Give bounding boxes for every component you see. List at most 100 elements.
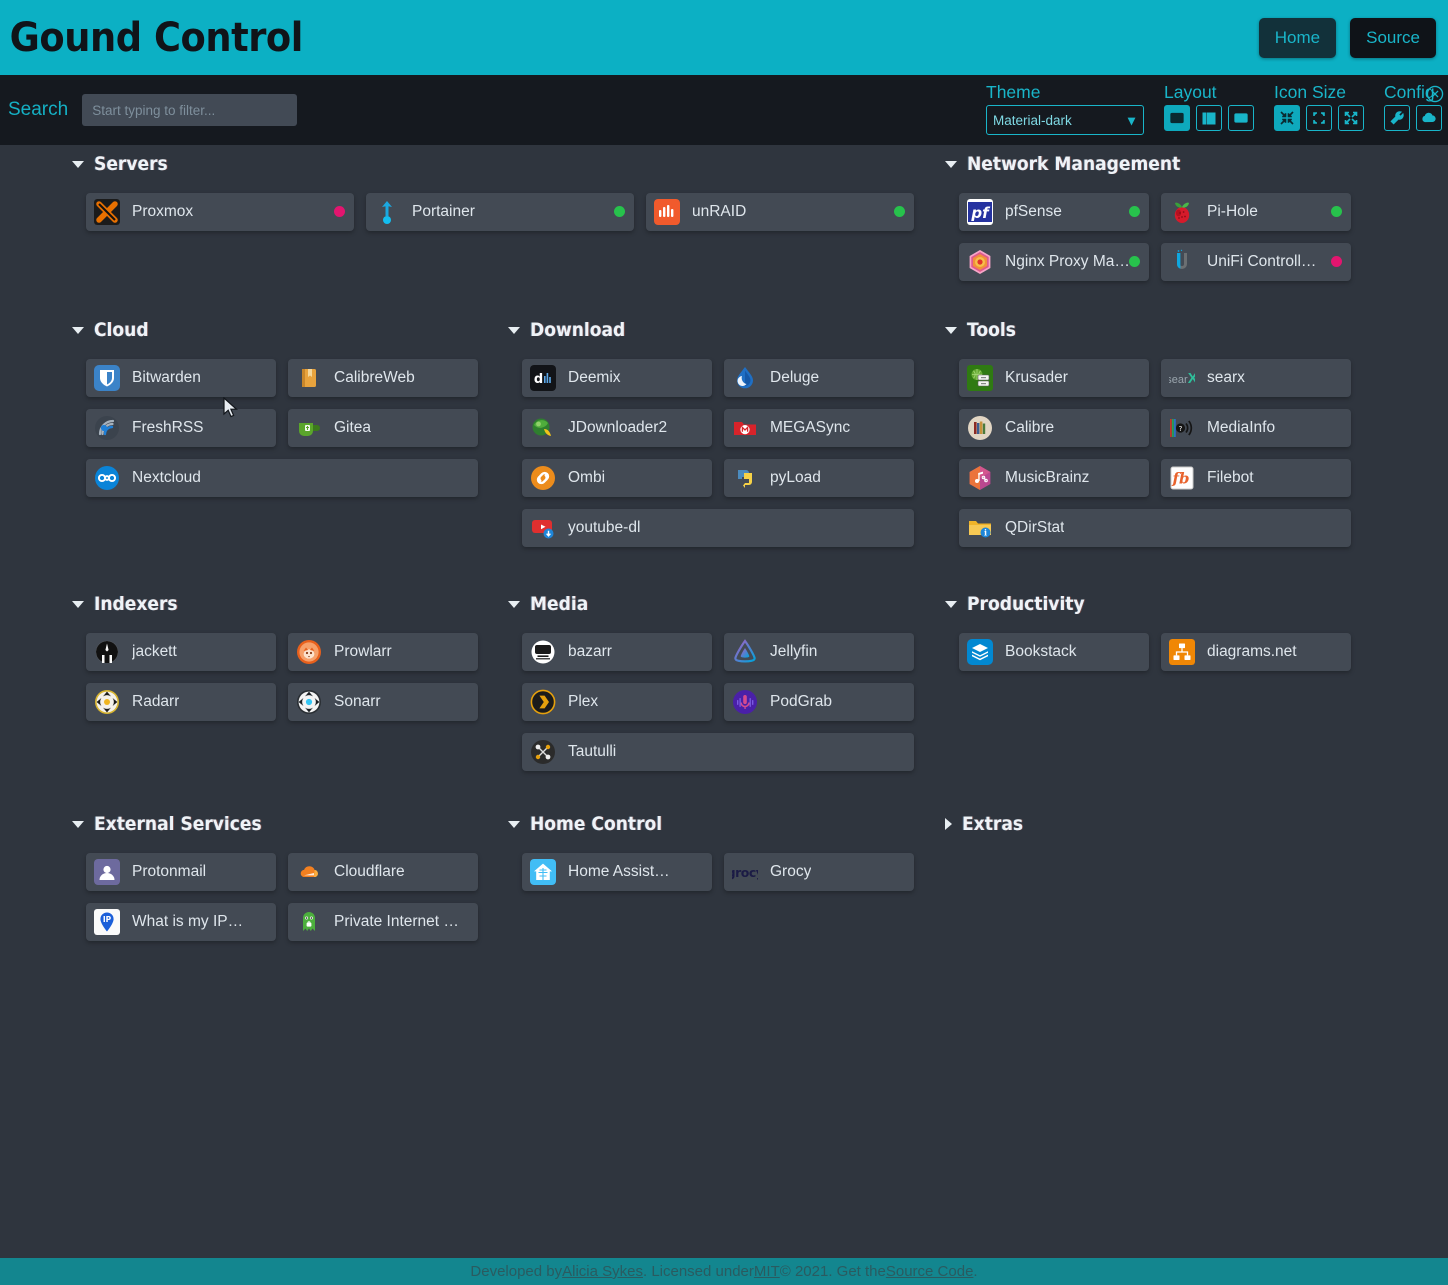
chevron-down-icon[interactable] — [508, 820, 520, 828]
section-header[interactable]: Network Management — [945, 153, 1365, 175]
section-header[interactable]: Download — [508, 319, 928, 341]
chevron-down-icon[interactable] — [72, 160, 84, 168]
tile-list: Bookstack diagrams.net — [935, 633, 1365, 671]
tile-label: Prowlarr — [334, 643, 392, 660]
tile-item[interactable]: Bookstack — [959, 633, 1149, 671]
chevron-down-icon[interactable] — [508, 600, 520, 608]
tile-item[interactable]: Calibre — [959, 409, 1149, 447]
chevron-down-icon[interactable] — [72, 326, 84, 334]
layout-grid-icon[interactable] — [1164, 105, 1190, 131]
tile-item[interactable]: Bitwarden — [86, 359, 276, 397]
tile-item[interactable]: UniFi Controll… — [1161, 243, 1351, 281]
tile-item[interactable]: grocy Grocy — [724, 853, 914, 891]
tile-list: Krusader searX searx Calibre ? MediaInfo Music… — [935, 359, 1365, 547]
tile-item[interactable]: MEGASync — [724, 409, 914, 447]
icon-size-medium-icon[interactable] — [1306, 105, 1332, 131]
wrench-icon[interactable] — [1384, 105, 1410, 131]
search-label: Search — [8, 99, 69, 120]
search-input[interactable] — [82, 94, 298, 126]
proxmox-icon — [94, 199, 120, 225]
footer-license-link[interactable]: MIT — [753, 1263, 780, 1280]
tile-item[interactable]: Radarr — [86, 683, 276, 721]
tile-item[interactable]: CalibreWeb — [288, 359, 478, 397]
tile-item[interactable]: fb Filebot — [1161, 459, 1351, 497]
tile-item[interactable]: Protonmail — [86, 853, 276, 891]
tile-item[interactable]: Portainer — [366, 193, 634, 231]
tile-item[interactable]: Plex — [522, 683, 712, 721]
icon-size-small-icon[interactable] — [1274, 105, 1300, 131]
tile-item[interactable]: IP What is my IP… — [86, 903, 276, 941]
status-badge — [1331, 206, 1342, 217]
tile-item[interactable]: Cloudflare — [288, 853, 478, 891]
section-header[interactable]: Productivity — [945, 593, 1365, 615]
section-header[interactable]: Extras — [945, 813, 1365, 835]
tile-item[interactable]: Sonarr — [288, 683, 478, 721]
close-icon[interactable] — [1426, 85, 1444, 103]
chevron-down-icon[interactable] — [945, 326, 957, 334]
chevron-down-icon[interactable] — [945, 600, 957, 608]
footer-author-link[interactable]: Alicia Sykes — [562, 1263, 643, 1280]
section-header[interactable]: Cloud — [72, 319, 492, 341]
tile-item[interactable]: youtube-dl — [522, 509, 914, 547]
cloud-upload-icon[interactable] — [1416, 105, 1442, 131]
tile-item[interactable]: jackett — [86, 633, 276, 671]
tile-item[interactable]: Nextcloud — [86, 459, 478, 497]
tile-item[interactable]: ? MediaInfo — [1161, 409, 1351, 447]
chevron-down-icon[interactable] — [72, 600, 84, 608]
tile-item[interactable]: unRAID — [646, 193, 914, 231]
tile-label: youtube-dl — [568, 519, 641, 536]
tile-item[interactable]: JDownloader2 — [522, 409, 712, 447]
tile-item[interactable]: bazarr — [522, 633, 712, 671]
tile-item[interactable]: Pi-Hole — [1161, 193, 1351, 231]
section-header[interactable]: Media — [508, 593, 928, 615]
icon-size-large-icon[interactable] — [1338, 105, 1364, 131]
tile-item[interactable]: FreshRSS — [86, 409, 276, 447]
tile-item[interactable]: Nginx Proxy Ma… — [959, 243, 1149, 281]
pihole-icon — [1169, 199, 1195, 225]
footer-source-link[interactable]: Source Code — [885, 1263, 974, 1280]
tile-item[interactable]: MusicBrainz — [959, 459, 1149, 497]
layout-list-icon[interactable] — [1196, 105, 1222, 131]
section-header[interactable]: Home Control — [508, 813, 928, 835]
section-header[interactable]: Tools — [945, 319, 1365, 341]
tile-item[interactable]: Krusader — [959, 359, 1149, 397]
tile-label: Nextcloud — [132, 469, 201, 486]
chevron-down-icon[interactable] — [72, 820, 84, 828]
tile-item[interactable]: Home Assist… — [522, 853, 712, 891]
chevron-right-icon[interactable] — [945, 818, 952, 830]
tile-item[interactable]: Prowlarr — [288, 633, 478, 671]
theme-select[interactable]: Material-dark — [986, 105, 1144, 135]
section-header[interactable]: Servers — [72, 153, 942, 175]
chevron-down-icon[interactable] — [508, 326, 520, 334]
tile-item[interactable]: Ombi — [522, 459, 712, 497]
tile-item[interactable]: PodGrab — [724, 683, 914, 721]
footer-mid: . Licensed under — [642, 1263, 754, 1280]
protonmail-icon — [94, 859, 120, 885]
tile-item[interactable]: Proxmox — [86, 193, 354, 231]
layout-sidebar-icon[interactable] — [1228, 105, 1254, 131]
tile-item[interactable]: Jellyfin — [724, 633, 914, 671]
tile-item[interactable]: searX searx — [1161, 359, 1351, 397]
config-buttons — [1384, 105, 1442, 131]
config-group: Config — [1384, 83, 1442, 131]
section-header[interactable]: Indexers — [72, 593, 492, 615]
nav-source-button[interactable]: Source — [1350, 17, 1436, 58]
tile-item[interactable]: Tautulli — [522, 733, 914, 771]
nav-home-button[interactable]: Home — [1258, 17, 1337, 58]
section-cloud: Cloud Bitwarden CalibreWeb FreshRSS Gitea Nex… — [62, 319, 492, 497]
krusader-icon — [967, 365, 993, 391]
tile-item[interactable]: diagrams.net — [1161, 633, 1351, 671]
tile-item[interactable]: Gitea — [288, 409, 478, 447]
section-header[interactable]: External Services — [72, 813, 492, 835]
section-home-control: Home Control Home Assist… grocy Grocy — [498, 813, 928, 891]
tile-item[interactable]: pyLoad — [724, 459, 914, 497]
gitea-icon — [296, 415, 322, 441]
svg-text:i: i — [984, 527, 987, 537]
chevron-down-icon[interactable] — [945, 160, 957, 168]
tile-item[interactable]: Private Internet … — [288, 903, 478, 941]
tile-item[interactable]: pf pfSense — [959, 193, 1149, 231]
tile-item[interactable]: d Deemix — [522, 359, 712, 397]
tile-item[interactable]: Deluge — [724, 359, 914, 397]
mediainfo-icon: ? — [1169, 415, 1195, 441]
tile-item[interactable]: i QDirStat — [959, 509, 1351, 547]
